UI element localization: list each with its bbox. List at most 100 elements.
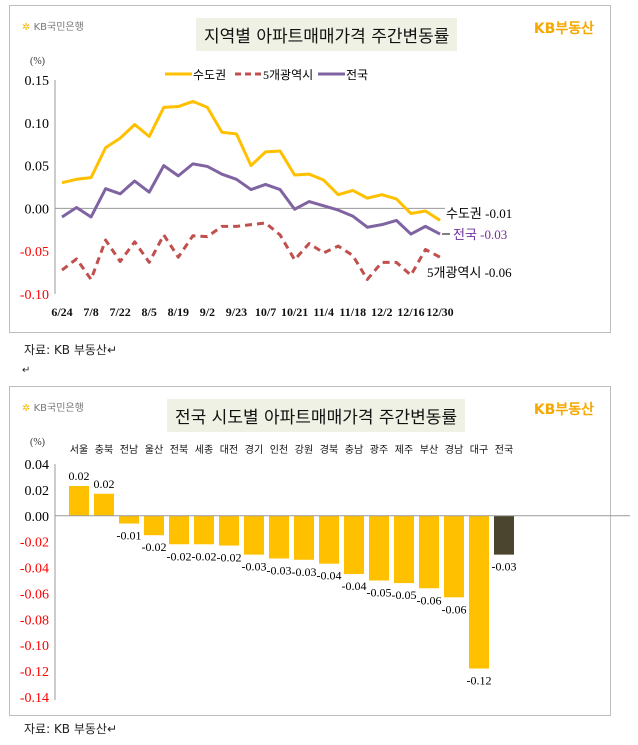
end-label-metro: 수도권 -0.01: [446, 206, 512, 221]
y-tick-label: 0.00: [25, 202, 50, 217]
bar-chart: (%) 0.04 0.02 0.00 -0.02 -0.04 -0.06 -0.08 -0.10…: [20, 437, 630, 706]
data-label: -0.03: [242, 560, 267, 574]
y-tick-label: -0.04: [20, 562, 49, 577]
data-label: -0.05: [367, 586, 392, 600]
x-tick-label: 12/2: [371, 305, 392, 319]
category-label: 충북: [95, 444, 113, 456]
end-label-metro5: 5개광역시 -0.06: [427, 265, 512, 280]
data-label: -0.03: [292, 565, 317, 579]
kb-realestate-logo: KB부동산: [533, 402, 594, 418]
bar-제주: [394, 515, 414, 584]
bar-부산: [419, 515, 439, 589]
bar-광주: [369, 515, 389, 581]
series-line-2: [61, 162, 441, 236]
bank-logo-text: KB국민은행: [33, 22, 84, 33]
bank-logo-text: KB국민은행: [33, 403, 84, 414]
data-label: -0.02: [142, 540, 167, 554]
source-note-1: 자료: KB 부동산↵: [24, 343, 118, 357]
end-label-national: 전국 -0.03: [453, 227, 507, 242]
line-chart-title: 지역별 아파트매매가격 주간변동률: [196, 18, 458, 51]
y-tick-label: 0.05: [25, 160, 50, 175]
y-tick-label: -0.05: [20, 245, 49, 260]
data-label: -0.06: [417, 593, 442, 607]
paragraph-mark: ↵: [22, 365, 31, 376]
bar-서울: [69, 486, 89, 516]
bar-전남: [119, 515, 139, 524]
x-tick-label: 11/4: [313, 305, 334, 319]
legend-label: 전국: [346, 68, 368, 82]
data-label: -0.03: [492, 560, 517, 574]
x-tick-label: 12/30: [426, 305, 453, 319]
data-label: -0.03: [267, 563, 292, 577]
kb-realestate-logo: KB부동산: [533, 21, 594, 37]
bar-경기: [244, 515, 264, 555]
bar-경남: [444, 515, 464, 598]
bar-강원: [294, 515, 314, 560]
y-tick-label: 0.02: [25, 484, 50, 499]
x-tick-label: 9/2: [200, 305, 215, 319]
x-tick-label: 7/22: [109, 305, 130, 319]
data-label: -0.02: [192, 549, 217, 563]
data-label: -0.06: [442, 602, 467, 616]
category-label: 인천: [270, 444, 288, 456]
bar-대전: [219, 515, 239, 546]
category-label: 전북: [170, 444, 188, 456]
category-label: 전국: [495, 444, 513, 456]
kb-star-icon: ✲: [22, 22, 31, 33]
kb-bank-logo: ✲ KB국민은행: [22, 18, 84, 33]
bar-chart-title: 전국 시도별 아파트매매가격 주간변동률: [167, 399, 466, 432]
y-tick-label: 0.10: [25, 117, 50, 132]
y-tick-label: 0.15: [25, 74, 50, 89]
data-label: 0.02: [94, 477, 115, 491]
x-tick-label: 6/24: [51, 305, 72, 319]
bar-충북: [94, 493, 114, 516]
category-label: 제주: [395, 444, 413, 456]
bar-인천: [269, 515, 289, 559]
legend-label: 5개광역시: [263, 68, 313, 82]
y-tick-label: 0.04: [25, 458, 50, 473]
y-tick-label: -0.08: [20, 613, 49, 628]
category-label: 경남: [445, 443, 463, 456]
x-tick-label: 9/23: [226, 305, 247, 319]
y-unit-label: (%): [30, 437, 45, 448]
y-tick-label: 0.00: [25, 510, 50, 525]
data-label: -0.01: [117, 529, 142, 543]
category-label: 경기: [245, 443, 263, 456]
legend-label: 수도권: [193, 68, 226, 82]
data-label: 0.02: [69, 469, 90, 483]
y-tick-label: -0.12: [20, 665, 49, 680]
category-label: 대전: [220, 444, 238, 456]
y-tick-label: -0.10: [20, 639, 49, 654]
x-tick-label: 8/19: [168, 305, 189, 319]
bar-경북: [319, 515, 339, 564]
line-chart-panel: ✲ KB국민은행 KB부동산 지역별 아파트매매가격 주간변동률: [9, 5, 611, 333]
x-tick-label: 7/8: [83, 305, 98, 319]
data-label: -0.12: [467, 674, 492, 688]
kb-star-icon: ✲: [22, 403, 31, 414]
y-tick-label: -0.06: [20, 587, 49, 602]
category-label: 전남: [120, 444, 138, 456]
x-tick-label: 10/21: [281, 305, 308, 319]
data-label: -0.04: [342, 579, 367, 593]
category-label: 강원: [295, 444, 313, 456]
series-line-0: [61, 99, 441, 222]
kb-bank-logo: ✲ KB국민은행: [22, 399, 84, 414]
x-tick-label: 11/18: [339, 305, 366, 319]
data-label: -0.04: [317, 569, 342, 583]
bar-울산: [144, 515, 164, 536]
source-note-2: 자료: KB 부동산↵: [24, 722, 118, 736]
category-label: 부산: [420, 444, 438, 456]
bar-세종: [194, 515, 214, 545]
category-label: 광주: [370, 444, 388, 456]
data-label: -0.02: [167, 549, 192, 563]
bar-대구: [469, 515, 489, 669]
category-label: 경북: [320, 443, 338, 456]
x-tick-label: 10/7: [255, 305, 276, 319]
category-label: 대구: [470, 444, 488, 456]
data-label: -0.02: [217, 551, 242, 565]
y-tick-label: -0.14: [20, 691, 49, 706]
category-label: 울산: [145, 444, 163, 456]
x-tick-label: 12/16: [397, 305, 424, 319]
line-chart: (%) 0.15 0.10 0.05 0.00 -0.05 -0.106/24 7/8 7/22…: [20, 56, 512, 319]
category-label: 서울: [70, 444, 88, 456]
